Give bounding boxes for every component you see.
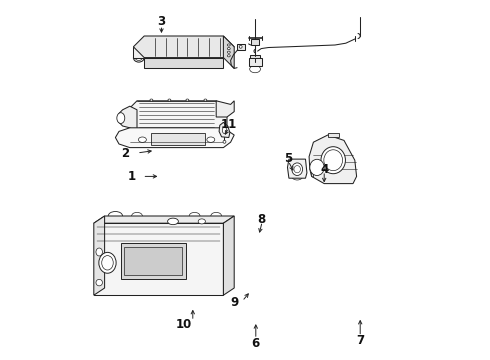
Ellipse shape [139,137,147,142]
Polygon shape [309,135,357,184]
Text: 1: 1 [127,170,136,183]
Ellipse shape [168,218,178,225]
Ellipse shape [222,127,227,134]
Ellipse shape [250,66,261,73]
Text: 6: 6 [252,337,260,350]
Polygon shape [94,216,234,223]
Ellipse shape [227,55,230,57]
Text: 2: 2 [122,147,129,159]
Polygon shape [133,47,144,58]
Ellipse shape [227,51,230,53]
Polygon shape [94,223,223,295]
Ellipse shape [324,150,343,171]
Polygon shape [94,216,104,295]
Ellipse shape [117,113,125,123]
Ellipse shape [198,219,205,224]
Text: 3: 3 [157,15,166,28]
Polygon shape [223,36,234,68]
Ellipse shape [204,99,207,101]
Text: 4: 4 [320,163,328,176]
Ellipse shape [168,99,171,101]
Polygon shape [130,101,227,137]
Ellipse shape [239,45,242,48]
Polygon shape [216,101,234,117]
Ellipse shape [207,137,215,142]
Text: 10: 10 [176,318,192,330]
Polygon shape [223,216,234,295]
Ellipse shape [294,166,300,173]
Text: 11: 11 [220,118,237,131]
Bar [124,247,182,275]
Polygon shape [116,128,234,148]
Polygon shape [219,122,230,138]
Bar [121,243,186,279]
Ellipse shape [321,147,345,174]
Polygon shape [328,133,339,137]
Ellipse shape [102,256,113,270]
Polygon shape [312,170,314,177]
Text: 9: 9 [230,296,238,309]
Polygon shape [237,44,245,50]
Ellipse shape [223,140,226,143]
Ellipse shape [150,99,153,101]
Text: 8: 8 [257,213,265,226]
Polygon shape [144,58,223,68]
Bar [251,39,259,45]
Ellipse shape [227,44,230,46]
Text: 5: 5 [284,152,293,165]
Polygon shape [288,159,307,178]
Bar [151,133,205,145]
Ellipse shape [310,159,324,175]
Ellipse shape [96,279,102,286]
Ellipse shape [227,48,230,50]
Ellipse shape [99,252,116,273]
Ellipse shape [292,163,303,175]
Ellipse shape [96,248,102,256]
Polygon shape [119,106,137,131]
Text: 7: 7 [356,334,364,347]
Ellipse shape [186,99,189,101]
Polygon shape [133,36,234,58]
Bar [248,58,262,66]
Bar [250,55,260,62]
